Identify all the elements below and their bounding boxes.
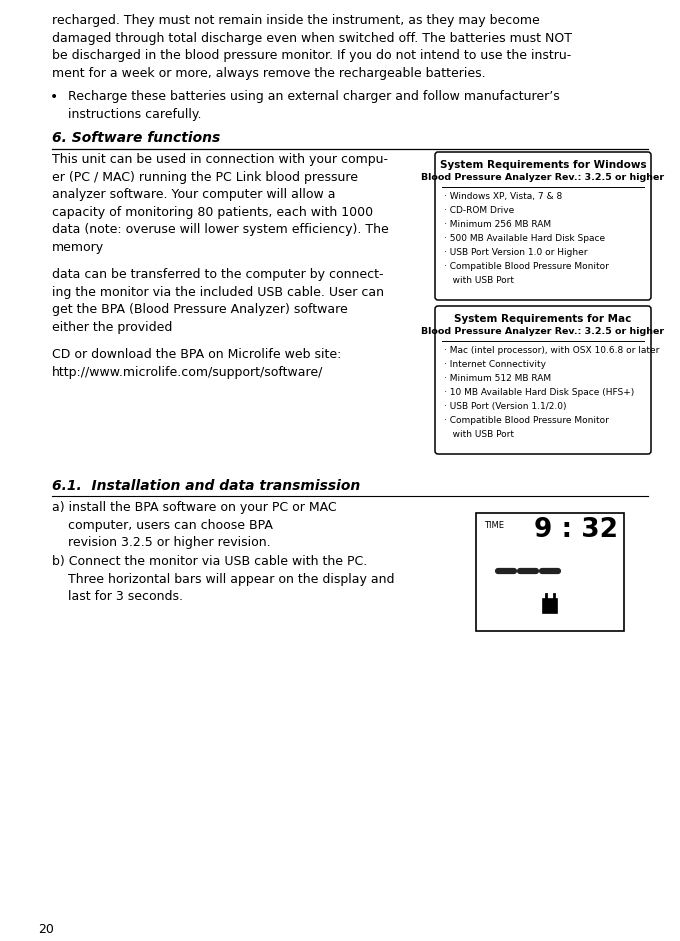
Text: · Windows XP, Vista, 7 & 8: · Windows XP, Vista, 7 & 8 <box>444 192 562 201</box>
Text: 9 : 32: 9 : 32 <box>534 517 618 543</box>
FancyBboxPatch shape <box>435 306 651 454</box>
Text: · Mac (intel processor), with OSX 10.6.8 or later: · Mac (intel processor), with OSX 10.6.8… <box>444 346 660 355</box>
Text: computer, users can choose BPA: computer, users can choose BPA <box>52 518 273 532</box>
Text: ing the monitor via the included USB cable. User can: ing the monitor via the included USB cab… <box>52 285 384 298</box>
FancyBboxPatch shape <box>435 152 651 300</box>
Text: Three horizontal bars will appear on the display and: Three horizontal bars will appear on the… <box>52 573 394 586</box>
Text: ment for a week or more, always remove the rechargeable batteries.: ment for a week or more, always remove t… <box>52 67 486 79</box>
Text: data (note: overuse will lower system efficiency). The: data (note: overuse will lower system ef… <box>52 223 389 236</box>
Text: System Requirements for Windows: System Requirements for Windows <box>440 160 646 170</box>
Text: with USB Port: with USB Port <box>444 276 514 285</box>
Text: •: • <box>50 90 58 104</box>
Bar <box>543 599 557 613</box>
Text: TIME: TIME <box>484 521 504 530</box>
Text: 6.1.  Installation and data transmission: 6.1. Installation and data transmission <box>52 479 360 493</box>
Text: · 10 MB Available Hard Disk Space (HFS+): · 10 MB Available Hard Disk Space (HFS+) <box>444 388 634 397</box>
Text: · 500 MB Available Hard Disk Space: · 500 MB Available Hard Disk Space <box>444 234 605 243</box>
Text: · Compatible Blood Pressure Monitor: · Compatible Blood Pressure Monitor <box>444 262 609 271</box>
Text: get the BPA (Blood Pressure Analyzer) software: get the BPA (Blood Pressure Analyzer) so… <box>52 303 347 316</box>
Text: data can be transferred to the computer by connect-: data can be transferred to the computer … <box>52 268 384 281</box>
Text: capacity of monitoring 80 patients, each with 1000: capacity of monitoring 80 patients, each… <box>52 205 373 218</box>
Text: · Compatible Blood Pressure Monitor: · Compatible Blood Pressure Monitor <box>444 416 609 425</box>
Text: Blood Pressure Analyzer Rev.: 3.2.5 or higher: Blood Pressure Analyzer Rev.: 3.2.5 or h… <box>422 173 664 182</box>
Text: revision 3.2.5 or higher revision.: revision 3.2.5 or higher revision. <box>52 536 271 549</box>
Bar <box>476 513 624 631</box>
Text: 6. Software functions: 6. Software functions <box>52 131 220 145</box>
Text: instructions carefully.: instructions carefully. <box>68 107 201 120</box>
Text: · Minimum 512 MB RAM: · Minimum 512 MB RAM <box>444 374 551 383</box>
Text: 20: 20 <box>38 923 54 936</box>
Text: either the provided: either the provided <box>52 321 172 333</box>
Text: System Requirements for Mac: System Requirements for Mac <box>454 314 632 324</box>
Text: CD or download the BPA on Microlife web site:: CD or download the BPA on Microlife web … <box>52 348 341 361</box>
Text: · Internet Connectivity: · Internet Connectivity <box>444 360 546 369</box>
Text: b) Connect the monitor via USB cable with the PC.: b) Connect the monitor via USB cable wit… <box>52 555 367 568</box>
Text: · USB Port Version 1.0 or Higher: · USB Port Version 1.0 or Higher <box>444 248 588 257</box>
Text: recharged. They must not remain inside the instrument, as they may become: recharged. They must not remain inside t… <box>52 14 540 27</box>
Text: be discharged in the blood pressure monitor. If you do not intend to use the ins: be discharged in the blood pressure moni… <box>52 49 571 62</box>
Text: · Minimum 256 MB RAM: · Minimum 256 MB RAM <box>444 220 551 229</box>
Text: Recharge these batteries using an external charger and follow manufacturer’s: Recharge these batteries using an extern… <box>68 90 560 103</box>
Text: Blood Pressure Analyzer Rev.: 3.2.5 or higher: Blood Pressure Analyzer Rev.: 3.2.5 or h… <box>422 327 664 336</box>
Text: memory: memory <box>52 241 104 253</box>
Text: · CD-ROM Drive: · CD-ROM Drive <box>444 206 514 215</box>
Text: · USB Port (Version 1.1/2.0): · USB Port (Version 1.1/2.0) <box>444 402 566 411</box>
Text: This unit can be used in connection with your compu-: This unit can be used in connection with… <box>52 153 388 166</box>
Text: with USB Port: with USB Port <box>444 430 514 439</box>
Text: http://www.microlife.com/support/software/: http://www.microlife.com/support/softwar… <box>52 365 324 378</box>
Text: damaged through total discharge even when switched off. The batteries must NOT: damaged through total discharge even whe… <box>52 31 572 44</box>
Text: er (PC / MAC) running the PC Link blood pressure: er (PC / MAC) running the PC Link blood … <box>52 170 358 183</box>
Text: last for 3 seconds.: last for 3 seconds. <box>52 591 183 603</box>
Text: a) install the BPA software on your PC or MAC: a) install the BPA software on your PC o… <box>52 501 337 514</box>
Text: analyzer software. Your computer will allow a: analyzer software. Your computer will al… <box>52 188 335 201</box>
